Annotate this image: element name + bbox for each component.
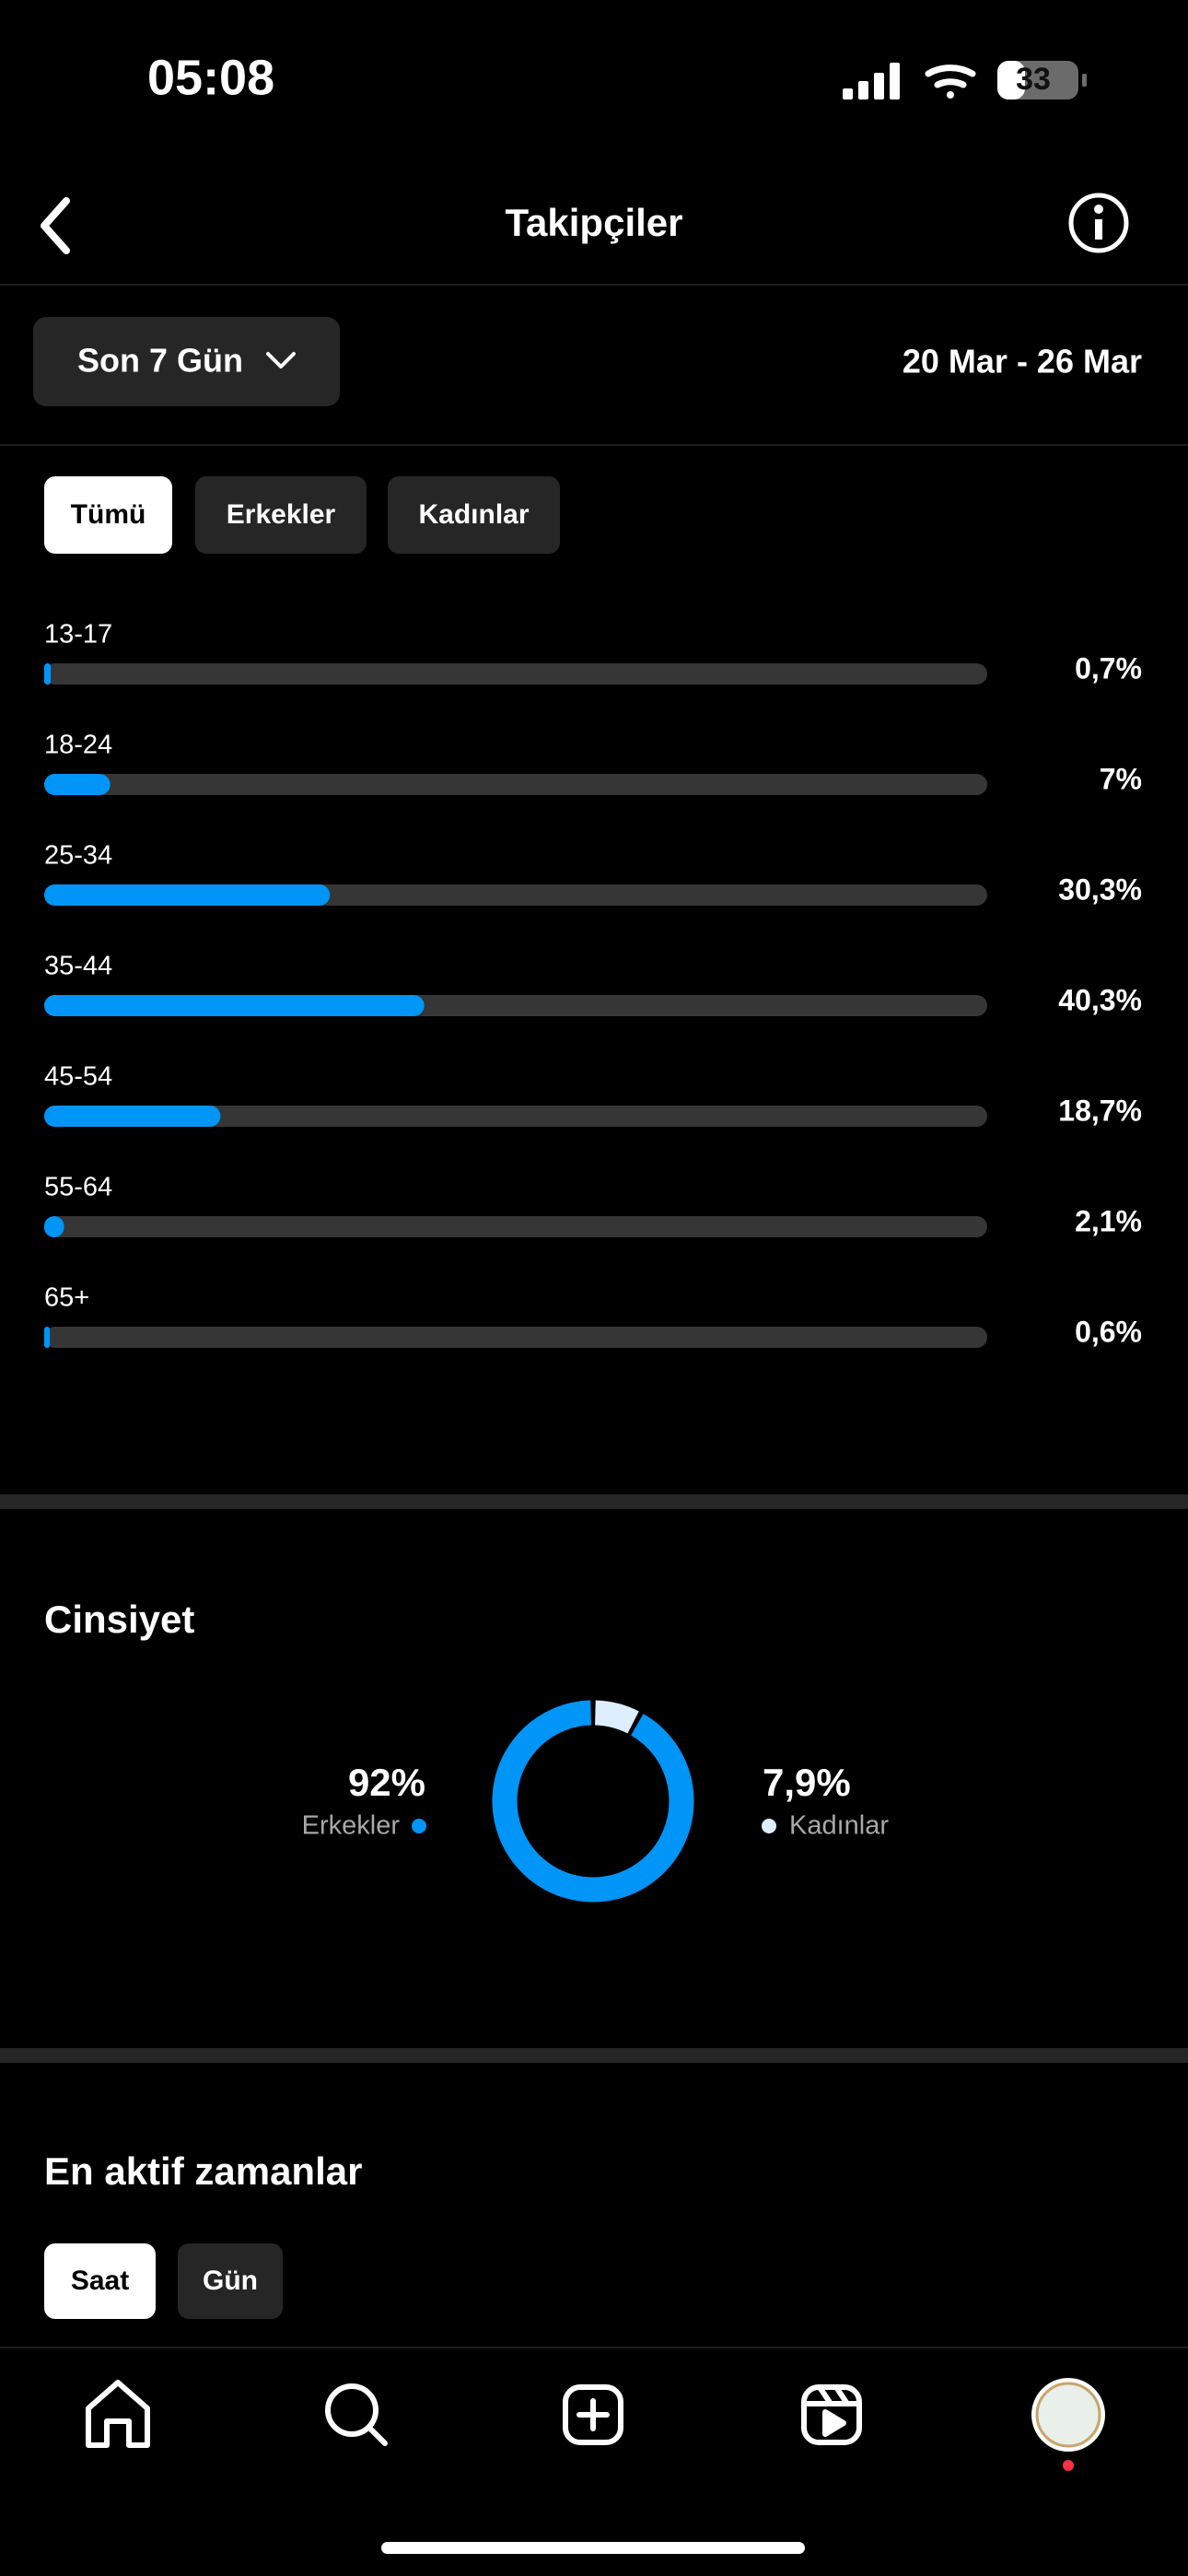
- value-label: 0,6%: [1075, 1315, 1142, 1348]
- bar-track: [44, 774, 987, 795]
- section-title: Cinsiyet: [44, 1598, 194, 1641]
- bar: [44, 884, 331, 906]
- value-label: 40,3%: [1058, 983, 1142, 1016]
- tab-background: [178, 2243, 283, 2319]
- clock: 05:08: [147, 50, 274, 105]
- divider: [0, 2347, 1188, 2348]
- percent-label: 7,9%: [763, 1761, 851, 1804]
- bar: [44, 1327, 51, 1348]
- home-tab[interactable]: [86, 2380, 150, 2448]
- date-range: 20 Mar - 26 Mar: [903, 343, 1142, 381]
- bar: [44, 1106, 221, 1127]
- gender-chart: 92% Erkekler 7,9% Kadınlar: [302, 1700, 889, 1903]
- bar: [44, 663, 52, 685]
- battery-icon: 33: [997, 61, 1087, 100]
- value-label: 7%: [1100, 762, 1142, 795]
- tab-background: [44, 476, 172, 554]
- tab-background: [44, 2243, 156, 2319]
- bar: [44, 774, 111, 795]
- search-tab[interactable]: [325, 2383, 388, 2446]
- age-label: 65+: [44, 1283, 89, 1313]
- period-dropdown[interactable]: Son 7 Gün: [33, 317, 340, 406]
- age-label: 45-54: [44, 1062, 112, 1092]
- create-tab[interactable]: [563, 2384, 623, 2445]
- time-tabs: Saat Gün: [44, 2243, 283, 2319]
- tab[interactable]: Saat: [44, 2243, 156, 2319]
- age-chart: 13-17 0,7% 18-24 7% 25-34 30,3% 35-44 40,3% 45-5…: [44, 620, 1142, 1348]
- donut-segment: [594, 1700, 639, 1734]
- divider: [0, 284, 1188, 286]
- tab-label: Saat: [71, 2266, 129, 2296]
- tab-background: [388, 476, 560, 554]
- value-label: 2,1%: [1075, 1204, 1142, 1237]
- tab-background: [195, 476, 367, 554]
- tab-label: Tümü: [71, 499, 146, 530]
- bar-track: [44, 1106, 987, 1127]
- tab-label: Erkekler: [227, 499, 336, 530]
- battery-level: 33: [1016, 62, 1051, 97]
- bar-track: [44, 663, 987, 685]
- reels-tab[interactable]: [801, 2384, 862, 2445]
- value-label: 30,3%: [1058, 872, 1142, 906]
- tab[interactable]: Tümü: [44, 476, 172, 554]
- age-label: 55-64: [44, 1173, 112, 1202]
- section-divider: [0, 1494, 1188, 1509]
- age-tabs: Tümü Erkekler Kadınlar: [44, 476, 560, 554]
- bar: [44, 1216, 64, 1237]
- home-indicator: [381, 2542, 805, 2554]
- tab[interactable]: Erkekler: [195, 476, 367, 554]
- section-title: En aktif zamanlar: [44, 2149, 362, 2193]
- bar-track: [44, 1216, 987, 1237]
- age-label: 35-44: [44, 952, 112, 981]
- value-label: 18,7%: [1058, 1094, 1142, 1127]
- tab[interactable]: Gün: [178, 2243, 283, 2319]
- legend-label: Erkekler: [302, 1811, 401, 1841]
- legend-dot: [412, 1819, 426, 1833]
- wifi-icon: [925, 64, 976, 99]
- value-label: 0,7%: [1075, 651, 1142, 685]
- bar-track: [44, 1327, 987, 1348]
- legend-dot: [762, 1819, 776, 1833]
- profile-tab[interactable]: [1031, 2378, 1105, 2471]
- donut-segment: [492, 1700, 694, 1903]
- age-label: 18-24: [44, 731, 112, 760]
- tab[interactable]: Kadınlar: [388, 476, 560, 554]
- age-label: 13-17: [44, 620, 112, 650]
- info-button[interactable]: [1068, 193, 1129, 253]
- age-label: 25-34: [44, 841, 112, 871]
- tab-label: Gün: [203, 2266, 258, 2296]
- section-divider: [0, 2048, 1188, 2063]
- percent-label: 92%: [348, 1761, 425, 1804]
- signal-icon: [843, 63, 900, 100]
- legend-label: Kadınlar: [789, 1811, 889, 1841]
- header-title: Takipçiler: [506, 201, 683, 244]
- bar: [44, 995, 425, 1016]
- divider: [0, 444, 1188, 446]
- back-button[interactable]: [41, 197, 70, 254]
- period-label: Son 7 Gün: [77, 342, 243, 380]
- tab-label: Kadınlar: [418, 499, 529, 530]
